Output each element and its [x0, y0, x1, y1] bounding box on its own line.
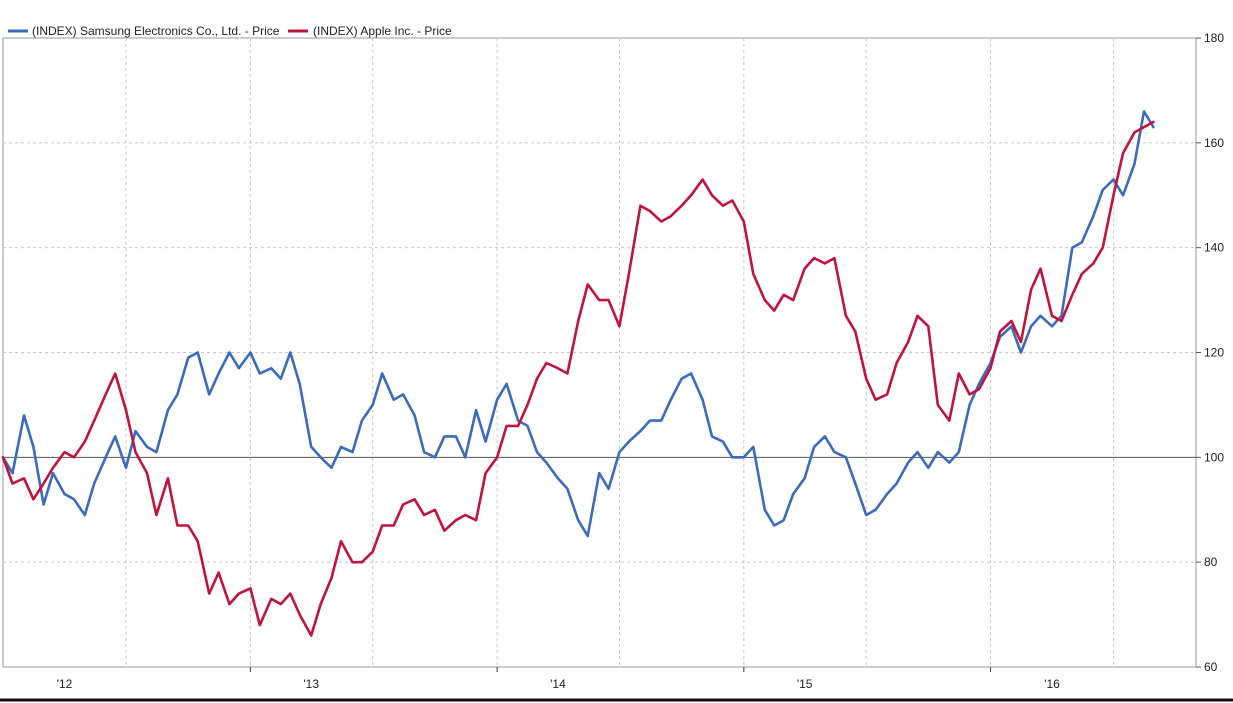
y-tick-label: 140 [1204, 241, 1224, 255]
series-line-apple [1, 120, 1155, 637]
legend-label-apple: (INDEX) Apple Inc. - Price [313, 24, 452, 38]
x-tick-label: '16 [1044, 677, 1060, 691]
x-tick-label: '14 [550, 677, 566, 691]
y-tick-label: 60 [1204, 660, 1218, 674]
y-tick-label: 80 [1204, 555, 1218, 569]
legend-label-samsung: (INDEX) Samsung Electronics Co., Ltd. - … [32, 24, 280, 38]
y-tick-label: 180 [1204, 31, 1224, 45]
plot-area: 60 80 100 120 140 160 180 '12 '13 '14 '15 '16 [0, 31, 1233, 702]
x-tick-label: '15 [797, 677, 813, 691]
y-tick-label: 160 [1204, 136, 1224, 150]
x-tick-label: '13 [303, 677, 319, 691]
x-tick-label: '12 [57, 677, 73, 691]
y-tick-label: 120 [1204, 346, 1224, 360]
series-line-samsung [1, 110, 1155, 538]
y-tick-label: 100 [1204, 450, 1224, 464]
legend: (INDEX) Samsung Electronics Co., Ltd. - … [8, 24, 452, 38]
